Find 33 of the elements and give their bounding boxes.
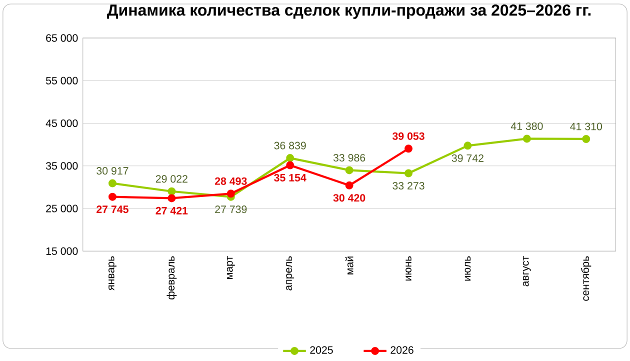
- x-tick-label: июль: [464, 256, 471, 281]
- x-tick-label: апрель: [286, 256, 294, 290]
- data-label: 28 493: [214, 177, 247, 185]
- legend-label: 2025: [310, 346, 333, 354]
- data-label: 36 839: [274, 142, 306, 150]
- x-tick-label: июнь: [406, 256, 412, 280]
- x-tick-label: август: [522, 256, 531, 286]
- data-label: 33 273: [392, 182, 424, 190]
- x-tick-label: февраль: [166, 256, 177, 300]
- y-tick-label: 35 000: [46, 162, 78, 170]
- data-label: 27 745: [96, 206, 128, 214]
- data-label: 41 380: [510, 122, 543, 130]
- y-tick-label: 25 000: [46, 204, 78, 212]
- data-label: 29 022: [156, 175, 188, 183]
- legend-label: 2026: [390, 346, 414, 354]
- chart-title: Динамика количества сделок купли-продажи за 2025–2026 гг.: [107, 4, 591, 19]
- x-tick-label: январь: [108, 256, 116, 290]
- y-tick-label: 65 000: [46, 34, 78, 42]
- data-label: 30 420: [333, 194, 366, 202]
- x-tick-label: март: [226, 256, 235, 279]
- data-label: 41 310: [570, 122, 602, 130]
- x-tick-label: май: [345, 256, 354, 274]
- data-label: 27 739: [215, 206, 247, 214]
- data-label: 27 421: [156, 206, 188, 214]
- data-label: 30 917: [96, 167, 128, 175]
- data-label: 39 742: [452, 154, 484, 162]
- y-tick-label: 45 000: [46, 119, 78, 128]
- y-tick-label: 15 000: [46, 247, 78, 255]
- y-tick-label: 55 000: [46, 76, 78, 84]
- x-tick-label: сентябрь: [581, 256, 592, 301]
- data-label: 39 053: [392, 132, 424, 140]
- data-label: 35 154: [274, 174, 306, 182]
- data-label: 33 986: [333, 154, 366, 162]
